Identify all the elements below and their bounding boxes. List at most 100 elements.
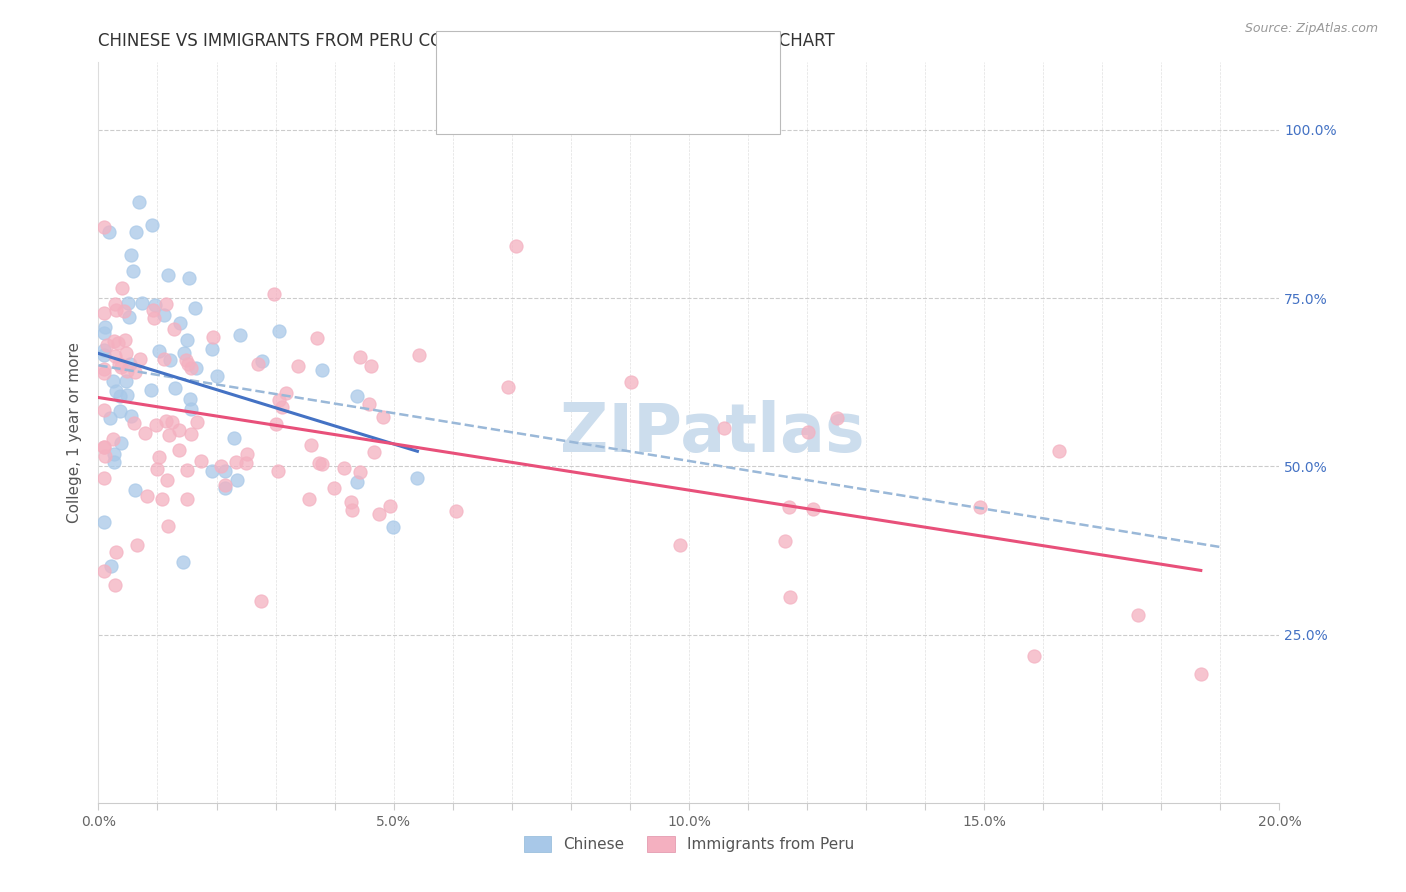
Point bbox=[118, 310, 141, 325]
Point bbox=[125, 538, 148, 552]
Text: 59: 59 bbox=[665, 53, 683, 67]
Point bbox=[276, 386, 298, 401]
Point bbox=[263, 287, 285, 301]
Point bbox=[165, 381, 187, 395]
Text: -0.387: -0.387 bbox=[547, 95, 592, 110]
Point bbox=[214, 464, 236, 478]
Point bbox=[93, 403, 115, 417]
Point bbox=[93, 306, 115, 320]
Point bbox=[773, 533, 796, 548]
Point bbox=[349, 351, 371, 365]
Point bbox=[224, 431, 246, 445]
Point bbox=[357, 397, 380, 411]
Point bbox=[105, 384, 128, 399]
Point bbox=[779, 590, 801, 604]
Point bbox=[801, 501, 824, 516]
Point bbox=[287, 359, 309, 373]
Point bbox=[1128, 608, 1150, 623]
Y-axis label: College, 1 year or more: College, 1 year or more bbox=[67, 343, 83, 523]
Point bbox=[104, 349, 127, 363]
Point bbox=[174, 352, 197, 367]
Point bbox=[93, 366, 115, 380]
Point bbox=[1189, 667, 1212, 681]
Point bbox=[186, 415, 208, 429]
Point bbox=[214, 477, 236, 491]
Point bbox=[346, 390, 368, 404]
Point bbox=[110, 404, 132, 418]
Point bbox=[179, 392, 201, 407]
Point bbox=[129, 351, 152, 366]
Point bbox=[150, 492, 173, 507]
Point bbox=[93, 449, 115, 463]
Point bbox=[139, 384, 162, 398]
Point bbox=[103, 334, 125, 348]
Point bbox=[177, 358, 200, 372]
Text: ZIPatlas: ZIPatlas bbox=[560, 400, 865, 466]
Point bbox=[93, 515, 115, 529]
Point bbox=[363, 445, 385, 459]
Point bbox=[93, 471, 115, 485]
Point bbox=[100, 559, 122, 574]
Point bbox=[340, 495, 363, 509]
Point bbox=[93, 440, 115, 454]
Point bbox=[93, 343, 115, 358]
Point bbox=[202, 329, 225, 343]
Point bbox=[143, 298, 166, 312]
Point bbox=[269, 392, 291, 407]
Point bbox=[250, 354, 273, 368]
Point bbox=[190, 453, 212, 467]
Point bbox=[311, 363, 333, 377]
Point bbox=[104, 578, 127, 592]
Point bbox=[367, 507, 389, 521]
Point bbox=[201, 342, 224, 356]
Point bbox=[117, 295, 139, 310]
Point bbox=[115, 346, 138, 360]
Point bbox=[101, 432, 124, 446]
Point bbox=[169, 423, 191, 437]
Point bbox=[308, 456, 330, 470]
Point bbox=[1047, 443, 1070, 458]
Text: 106: 106 bbox=[665, 95, 692, 110]
Point bbox=[346, 475, 368, 489]
Point bbox=[156, 268, 179, 282]
Point bbox=[446, 503, 468, 517]
Point bbox=[496, 380, 519, 394]
Point bbox=[93, 361, 115, 376]
Point bbox=[156, 473, 179, 487]
Point bbox=[505, 239, 527, 253]
Point bbox=[298, 491, 321, 506]
Point bbox=[120, 357, 142, 371]
Point bbox=[172, 556, 194, 570]
Point bbox=[93, 326, 115, 341]
Point bbox=[120, 248, 142, 262]
Text: R =: R = bbox=[499, 53, 529, 67]
Point bbox=[98, 225, 121, 239]
Point bbox=[104, 545, 127, 559]
Point bbox=[104, 297, 127, 311]
Point bbox=[142, 302, 165, 317]
Point bbox=[177, 270, 200, 285]
Text: CHINESE VS IMMIGRANTS FROM PERU COLLEGE, 1 YEAR OR MORE CORRELATION CHART: CHINESE VS IMMIGRANTS FROM PERU COLLEGE,… bbox=[98, 32, 835, 50]
Point bbox=[713, 420, 735, 434]
Point bbox=[235, 447, 257, 461]
Point bbox=[271, 401, 294, 415]
Point bbox=[124, 483, 146, 497]
Point bbox=[93, 440, 115, 454]
Point bbox=[115, 387, 138, 401]
Point bbox=[157, 427, 180, 442]
Point bbox=[173, 346, 195, 360]
Point bbox=[110, 280, 132, 294]
Point bbox=[145, 417, 167, 432]
Point bbox=[299, 438, 322, 452]
Point bbox=[214, 481, 236, 495]
Point bbox=[620, 375, 643, 389]
Point bbox=[209, 459, 232, 474]
Point bbox=[378, 499, 401, 513]
Point bbox=[371, 410, 394, 425]
Point bbox=[235, 456, 257, 470]
Point bbox=[176, 463, 198, 477]
Point bbox=[146, 462, 169, 476]
Text: N =: N = bbox=[623, 53, 654, 67]
Point bbox=[112, 303, 135, 318]
Point bbox=[184, 360, 207, 375]
